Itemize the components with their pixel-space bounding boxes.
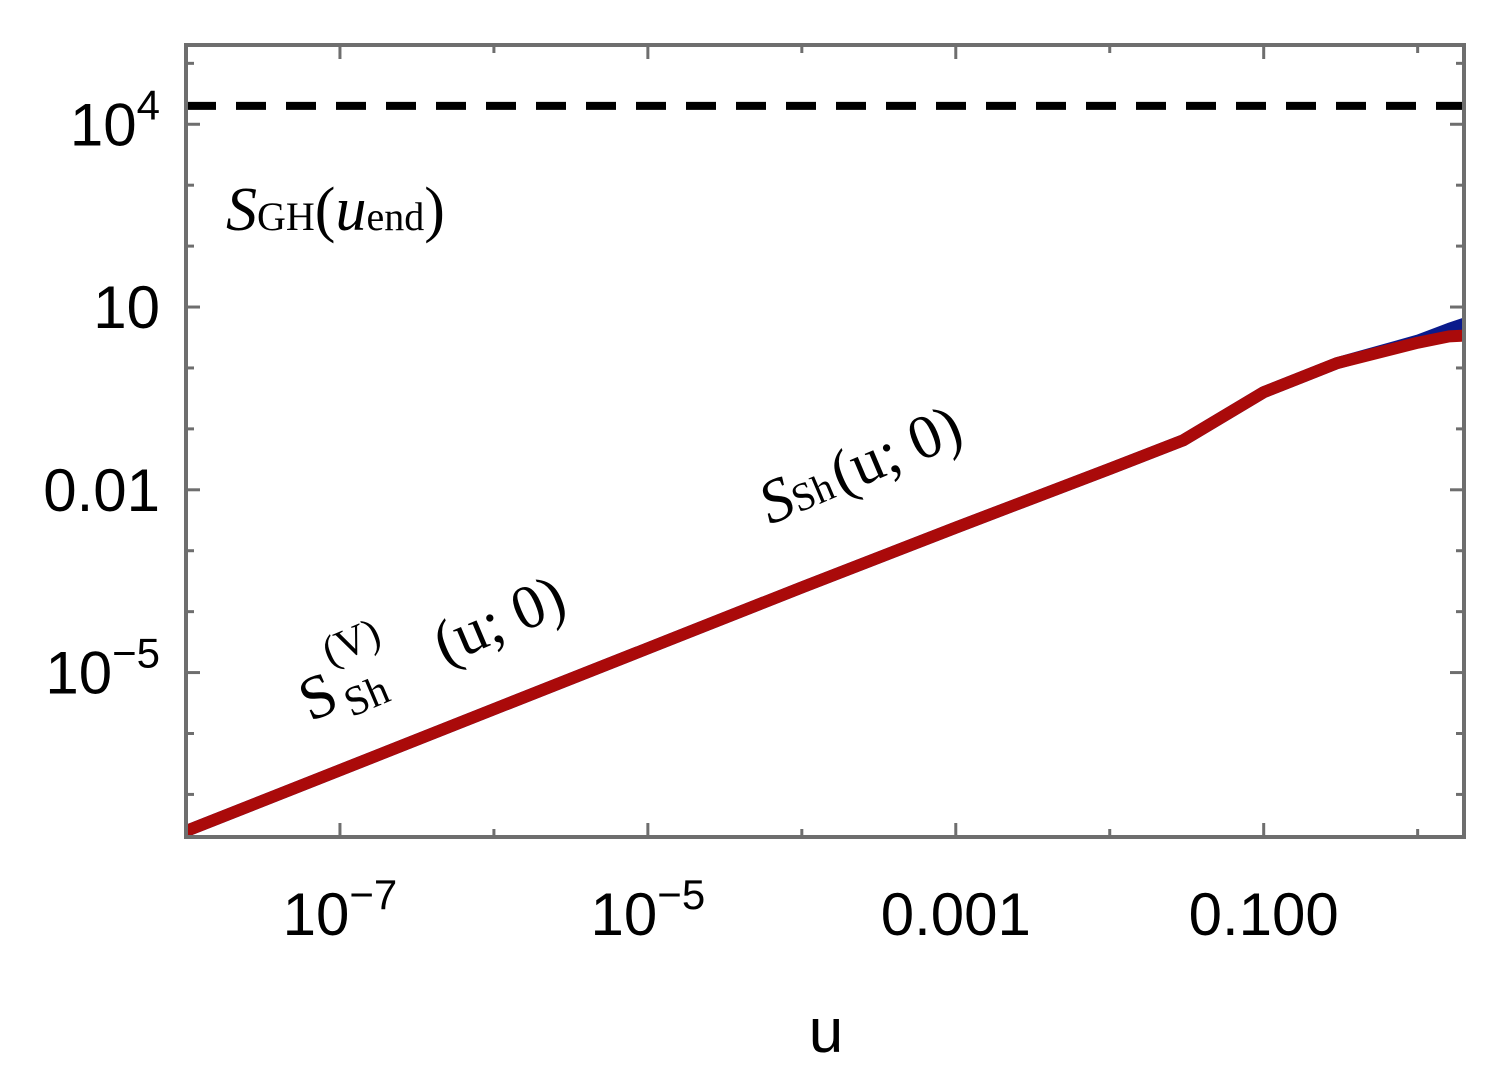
annotation-s-sh: SSh(u; 0): [749, 392, 972, 538]
y-tick-label: 10−5: [45, 630, 160, 707]
annotation-s-sh-v-sub: Sh: [337, 667, 396, 727]
series-line-1: [186, 329, 1464, 837]
x-axis-title: u: [809, 997, 843, 1066]
x-tick-label: 0.001: [881, 881, 1031, 948]
ticks-layer: [184, 45, 1464, 837]
x-tick-label: 10−5: [591, 871, 706, 948]
y-tick-label: 10: [93, 274, 160, 341]
y-tick-label: 0.01: [43, 457, 160, 524]
x-tick-label: 0.100: [1189, 881, 1339, 948]
annotation-s-gh: SGH(uend): [226, 176, 445, 244]
series-layer: [186, 101, 1464, 837]
annotation-s-sh-v: S Sh (V) (u; 0): [289, 562, 575, 735]
annotation-s-sh-v-sup: (V): [316, 610, 388, 675]
plot-frame: [184, 43, 1466, 839]
tick-labels: 10−7 10−5 0.001 0.100 104 10 0.01 10−5: [43, 81, 1339, 948]
x-tick-label: 10−7: [283, 871, 398, 948]
annotation-s-sh-v-arg: (u; 0): [423, 562, 575, 678]
y-tick-label: 104: [70, 81, 160, 158]
